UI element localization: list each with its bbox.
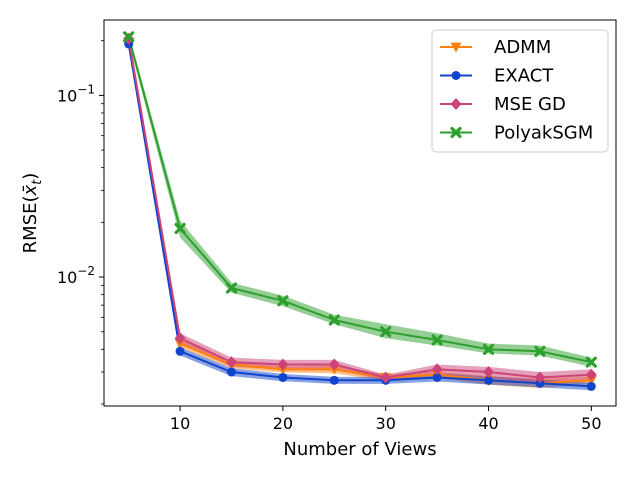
point-mse-gd-20 (277, 358, 289, 371)
legend-box (431, 29, 609, 153)
legend-label-admm: ADMM (494, 37, 551, 58)
x-axis-ticks: 10 20 30 40 50 (170, 406, 602, 433)
x-tick-label-50: 50 (581, 414, 601, 433)
x-tick-label-10: 10 (170, 414, 190, 433)
point-polyaksgm-20 (277, 295, 289, 307)
point-mse-gd-35 (431, 363, 443, 376)
point-exact-50 (586, 381, 596, 391)
legend-marker-mse-gd (450, 98, 462, 110)
point-exact-40 (484, 375, 494, 385)
point-exact-25 (329, 375, 339, 385)
point-exact-35 (432, 372, 442, 382)
x-tick-label-40: 40 (478, 414, 498, 433)
legend-marker-exact (451, 71, 461, 80)
y-axis-label-subscript: t (30, 179, 45, 185)
point-polyaksgm-5 (123, 31, 135, 43)
point-exact-15 (226, 367, 236, 377)
point-polyaksgm-50 (585, 356, 597, 368)
legend: ADMM EXACT MSE GD PolyakSGM (431, 29, 609, 153)
series-lines (127, 36, 592, 388)
y-axis-ticks: 10−2 10−1 (57, 40, 104, 405)
point-mse-gd-30 (380, 371, 392, 384)
point-admm-50 (585, 375, 597, 386)
point-mse-gd-40 (483, 366, 495, 379)
legend-label-mse-gd: MSE GD (494, 94, 566, 115)
point-polyaksgm-40 (482, 343, 495, 355)
point-polyaksgm-35 (431, 334, 443, 346)
legend-marker-polyaksgm (450, 126, 462, 139)
point-polyaksgm-10 (174, 222, 186, 235)
point-polyaksgm-45 (534, 345, 546, 357)
legend-label-polyaksgm: PolyakSGM (494, 123, 593, 144)
y-axis-label-variable: x̄ (20, 184, 41, 196)
x-tick-label-20: 20 (273, 414, 293, 433)
series-markers (123, 31, 597, 391)
y-axis-label: RMSE(x̄t) (20, 173, 45, 254)
y-tick-label: 10−2 (57, 264, 95, 287)
y-axis-label-main: RMSE( (20, 195, 41, 253)
point-mse-gd-25 (328, 358, 340, 371)
plot-frame (103, 19, 617, 407)
point-polyaksgm-25 (328, 314, 340, 326)
point-exact-10 (175, 346, 185, 356)
line-mse-gd (127, 38, 592, 379)
point-polyaksgm-30 (380, 326, 392, 338)
legend-label-exact: EXACT (494, 66, 554, 87)
y-axis-label-close: ) (20, 173, 41, 180)
x-axis-label: Number of Views (283, 439, 436, 460)
point-mse-gd-10 (174, 332, 186, 345)
point-polyaksgm-15 (225, 282, 238, 294)
y-tick-label: 10−1 (57, 82, 95, 105)
point-mse-gd-15 (225, 356, 237, 369)
x-tick-label-30: 30 (376, 414, 396, 433)
legend-marker-admm (450, 42, 462, 53)
point-mse-gd-50 (585, 368, 597, 381)
line-polyaksgm (127, 36, 592, 364)
point-mse-gd-45 (534, 371, 546, 384)
line-exact (127, 43, 592, 388)
point-exact-20 (278, 372, 288, 382)
